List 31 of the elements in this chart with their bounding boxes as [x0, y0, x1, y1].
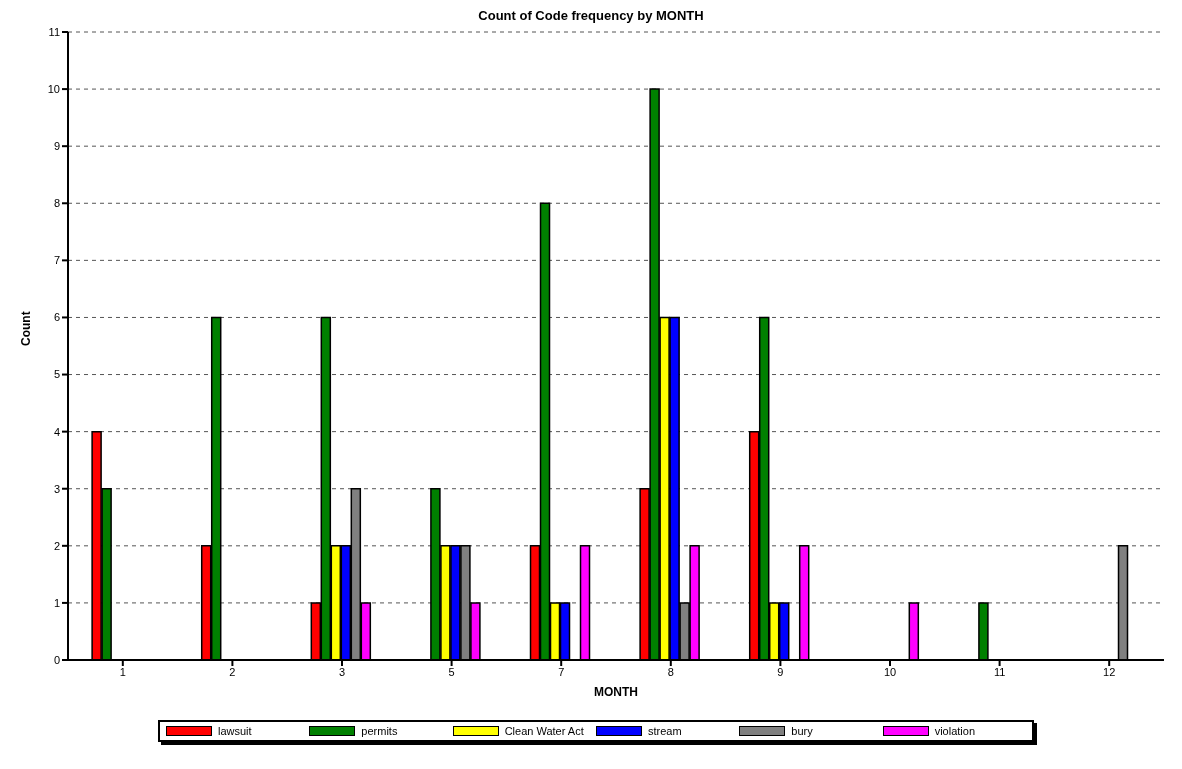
y-tick-label: 5 — [53, 368, 60, 381]
x-tick-label: 3 — [338, 665, 346, 678]
y-tick-label: 1 — [53, 596, 60, 609]
legend-label: stream — [647, 725, 683, 737]
x-tick-label: 12 — [1103, 665, 1116, 678]
legend-label: violation — [933, 725, 976, 737]
x-axis-title: MONTH — [594, 685, 638, 699]
x-tick-label: 2 — [229, 665, 236, 678]
y-axis-title: Count — [19, 311, 34, 346]
y-tick-label: 4 — [53, 425, 60, 438]
legend-label: Clean Water Act — [503, 725, 585, 737]
y-tick-label: 10 — [47, 83, 60, 95]
legend-label: permits — [360, 725, 399, 737]
y-tick-label: 9 — [53, 140, 60, 153]
y-tick-label: 2 — [53, 539, 60, 552]
legend-label: bury — [790, 725, 814, 737]
x-tick-label: 10 — [883, 665, 897, 678]
y-tick-label: 8 — [53, 197, 60, 210]
y-tick-label: 11 — [48, 25, 60, 38]
x-tick-label: 11 — [993, 665, 1006, 678]
x-tick-label: 5 — [448, 665, 455, 678]
chart-title: Count of Code frequency by MONTH — [477, 8, 705, 23]
x-tick-label: 8 — [667, 665, 674, 678]
x-tick-label: 7 — [558, 665, 565, 678]
y-tick-label: 3 — [53, 482, 60, 495]
y-tick-label: 0 — [53, 653, 60, 666]
y-tick-label: 7 — [53, 254, 60, 267]
x-tick-label: 1 — [119, 665, 126, 678]
y-tick-label: 6 — [53, 311, 60, 324]
x-tick-label: 9 — [777, 665, 784, 678]
legend-label: lawsuit — [217, 725, 253, 737]
